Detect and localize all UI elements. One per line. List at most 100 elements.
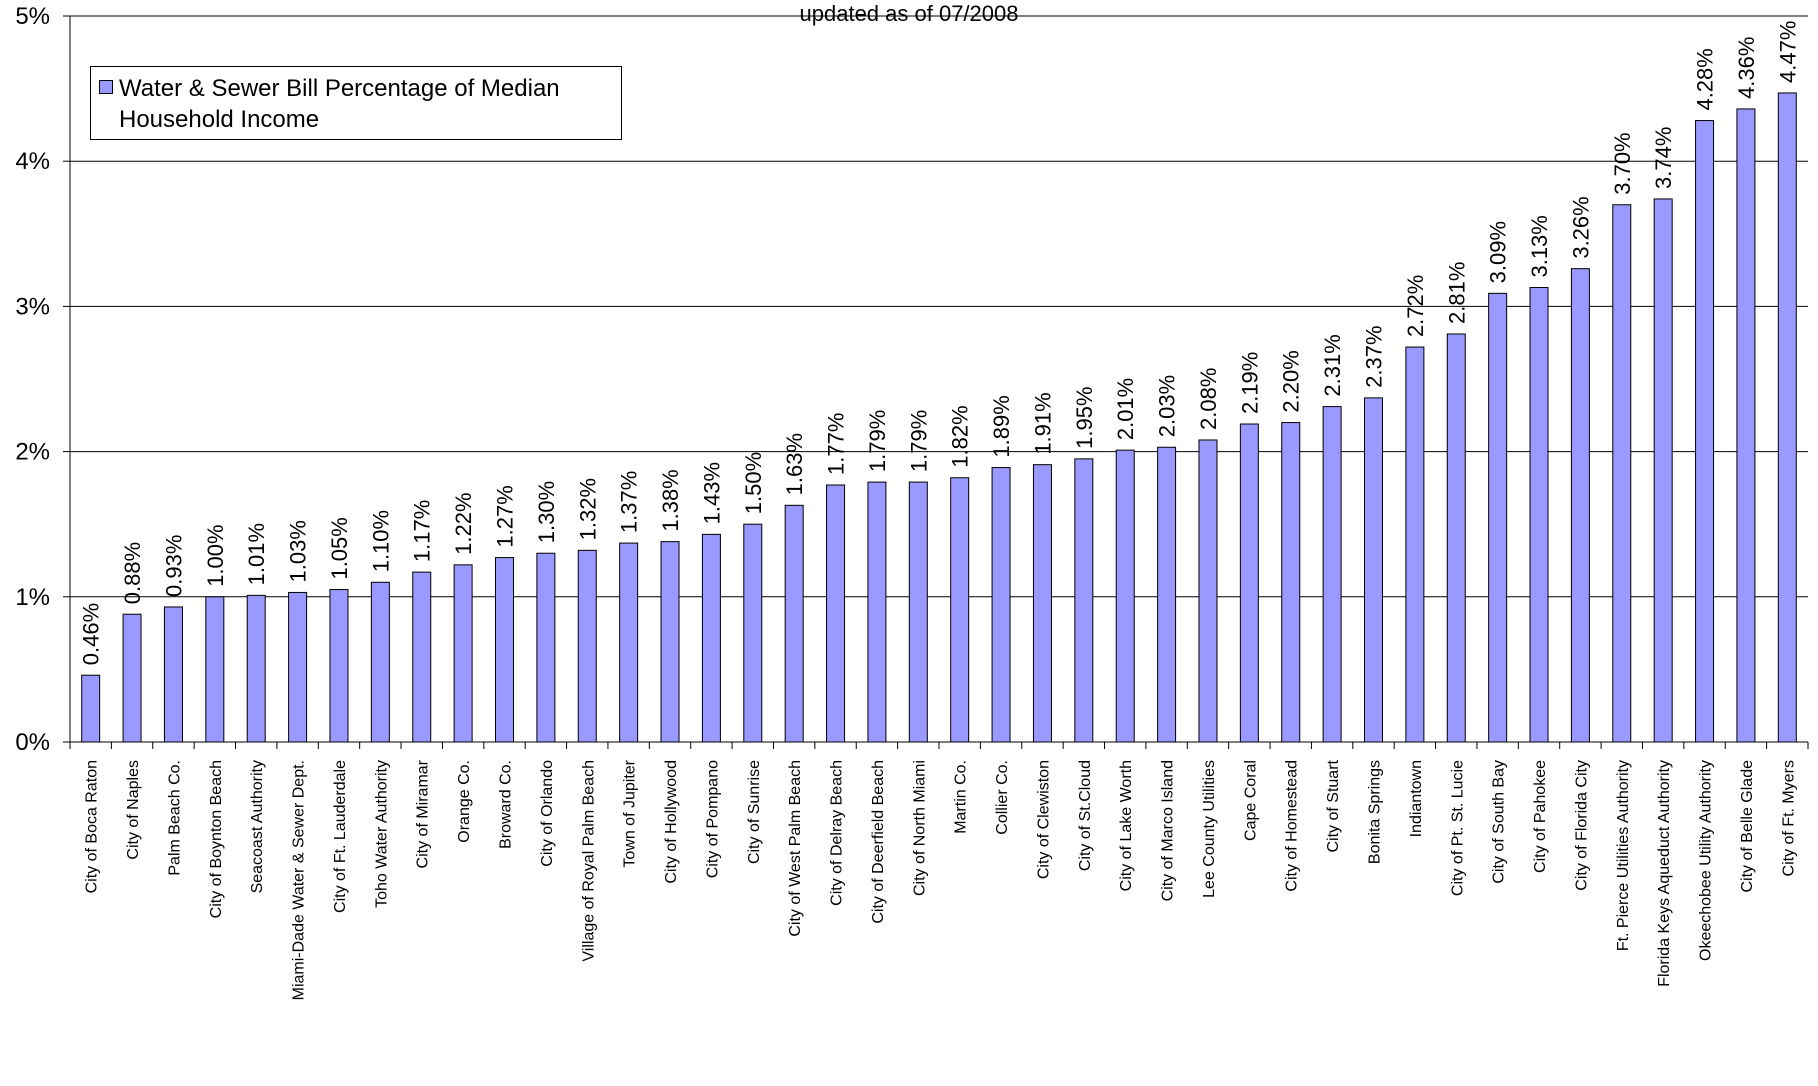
- data-label: 1.05%: [327, 517, 352, 579]
- x-tick-label: City of Pahokee: [1532, 760, 1549, 873]
- y-tick-label: 4%: [15, 148, 50, 175]
- y-tick-label: 2%: [15, 439, 50, 466]
- bar: [826, 484, 846, 743]
- x-tick-label: City of Belle Glade: [1739, 760, 1756, 893]
- data-label: 1.43%: [699, 462, 724, 524]
- bar: [1695, 120, 1715, 743]
- x-tick-label: Okeechobee Utility Authority: [1698, 760, 1715, 961]
- x-tick-label: City of Boynton Beach: [208, 760, 225, 918]
- x-tick-label: Orange Co.: [456, 760, 473, 843]
- x-tick-label: City of Lake Worth: [1118, 760, 1135, 891]
- x-tick-label: City of North Miami: [911, 760, 928, 896]
- data-label: 2.03%: [1155, 375, 1180, 437]
- data-label: 0.46%: [79, 603, 104, 665]
- data-label: 1.50%: [741, 452, 766, 514]
- x-tick-label: Florida Keys Aqueduct Authority: [1656, 760, 1673, 987]
- data-label: 1.38%: [658, 469, 683, 531]
- data-label: 1.95%: [1072, 386, 1097, 448]
- x-tick-label: Lee County Utilities: [1201, 760, 1218, 898]
- data-label: 2.72%: [1403, 275, 1428, 337]
- data-label: 2.08%: [1196, 368, 1221, 430]
- bar: [1281, 422, 1301, 743]
- data-labels: 0.46% 0.88% 0.93% 1.00% 1.01% 1.03% 1.05% 1.10%…: [79, 21, 1801, 666]
- data-label: 1.10%: [368, 510, 393, 572]
- bar: [1074, 458, 1094, 743]
- data-label: 2.37%: [1362, 325, 1387, 387]
- data-label: 1.79%: [865, 410, 890, 472]
- axes: [63, 15, 1809, 749]
- bar: [991, 467, 1011, 743]
- x-tick-label: City of Miramar: [415, 759, 432, 868]
- data-label: 1.89%: [989, 395, 1014, 457]
- data-label: 2.81%: [1444, 262, 1469, 324]
- data-label: 1.79%: [906, 410, 931, 472]
- bar: [536, 552, 556, 743]
- y-tick-label: 1%: [15, 584, 50, 611]
- data-label: 1.00%: [203, 524, 228, 586]
- bar: [950, 477, 970, 743]
- bar: [1405, 346, 1425, 743]
- bar: [81, 674, 101, 743]
- x-tick-label: City of Hollywood: [663, 760, 680, 884]
- bar: [1032, 464, 1052, 743]
- bar: [288, 591, 308, 743]
- x-axis-tick-labels: City of Boca Raton City of Naples Palm Bea…: [84, 759, 1798, 1000]
- y-tick-label: 3%: [15, 293, 50, 320]
- bar: [867, 481, 887, 743]
- gridlines: [70, 15, 1808, 598]
- x-tick-label: City of Ft. Lauderdale: [332, 760, 349, 913]
- bar: [1529, 287, 1549, 743]
- data-label: 1.77%: [824, 413, 849, 475]
- x-tick-label: Martin Co.: [953, 760, 970, 834]
- x-tick-label: City of West Palm Beach: [787, 760, 804, 937]
- bar: [1446, 333, 1466, 743]
- x-tick-label: Village of Royal Palm Beach: [580, 760, 597, 962]
- bar: [908, 481, 928, 743]
- legend: Water & Sewer Bill Percentage of Median …: [90, 66, 622, 140]
- data-label: 1.01%: [244, 523, 269, 585]
- bar: [701, 533, 721, 743]
- data-label: 3.13%: [1527, 215, 1552, 277]
- bar: [1115, 449, 1135, 743]
- bar: [1322, 406, 1342, 743]
- data-label: 3.74%: [1651, 127, 1676, 189]
- bar: [1364, 397, 1383, 743]
- x-tick-label: Bonita Springs: [1367, 760, 1384, 864]
- x-tick-label: Ft. Pierce Utilities Authority: [1615, 760, 1632, 951]
- x-tick-label: City of Marco Island: [1160, 760, 1177, 901]
- bar: [784, 504, 804, 743]
- bar: [495, 557, 514, 743]
- x-tick-label: City of Boca Raton: [84, 760, 101, 893]
- data-label: 1.22%: [451, 492, 476, 554]
- x-tick-label: Palm Beach Co.: [166, 760, 183, 876]
- x-tick-label: City of Orlando: [539, 760, 556, 867]
- data-label: 3.26%: [1568, 196, 1593, 258]
- data-label: 3.70%: [1610, 132, 1635, 194]
- data-label: 1.17%: [410, 500, 435, 562]
- x-tick-label: Town of Jupiter: [622, 759, 639, 867]
- data-label: 4.47%: [1775, 21, 1800, 83]
- y-tick-label: 5%: [15, 3, 50, 30]
- bar: [1570, 268, 1590, 743]
- x-tick-label: City of Pompano: [704, 760, 721, 878]
- bar: [412, 571, 432, 743]
- bar: [370, 581, 390, 743]
- data-label: 2.20%: [1279, 350, 1304, 412]
- x-tick-label: City of Deerfield Beach: [870, 760, 887, 924]
- x-tick-label: City of St.Cloud: [1077, 760, 1094, 871]
- data-label: 1.30%: [534, 481, 559, 543]
- bar: [122, 613, 142, 743]
- data-label: 1.82%: [948, 405, 973, 467]
- bar: [619, 542, 639, 743]
- x-tick-label: Toho Water Authority: [373, 760, 390, 908]
- bar: [1612, 204, 1632, 743]
- data-label: 2.01%: [1113, 378, 1138, 440]
- data-label: 2.31%: [1320, 334, 1345, 396]
- x-tick-label: City of Ft. Myers: [1780, 760, 1797, 876]
- bar: [1198, 439, 1218, 743]
- x-tick-label: City of Sunrise: [746, 760, 763, 864]
- legend-swatch: [99, 80, 113, 94]
- bar: [1777, 92, 1797, 743]
- data-label: 4.28%: [1693, 48, 1718, 110]
